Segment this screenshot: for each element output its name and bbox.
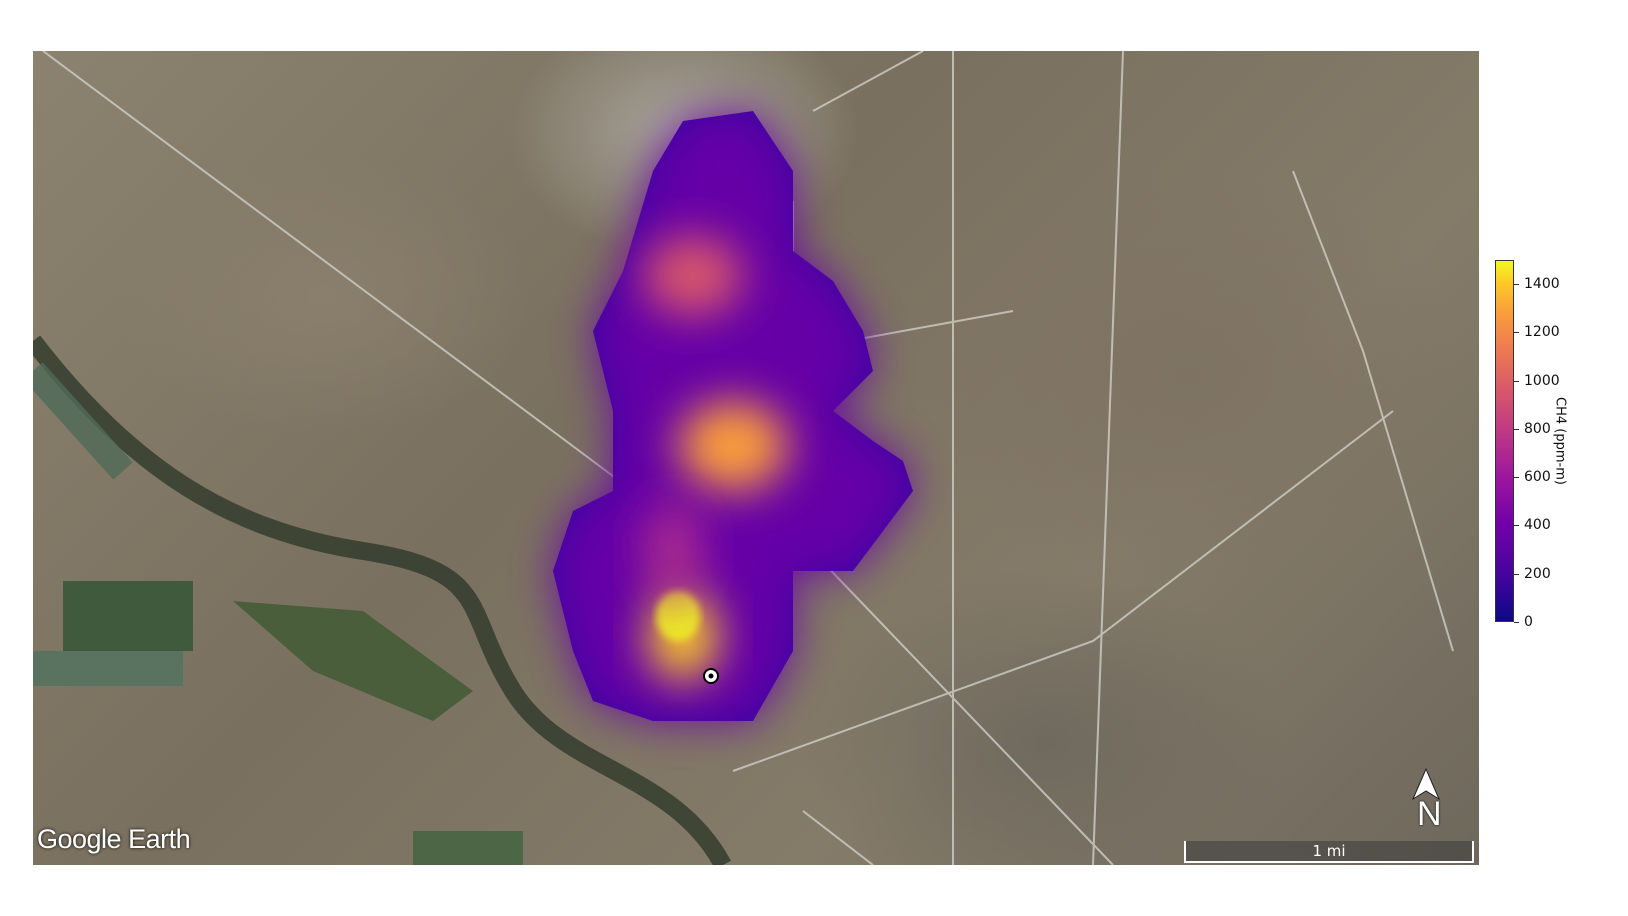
colorbar-tick-label: 1200 — [1524, 324, 1560, 341]
colorbar-tick — [1514, 380, 1519, 382]
colorbar — [1495, 260, 1514, 622]
north-label: N — [1417, 795, 1442, 833]
north-arrow: N — [1411, 767, 1451, 837]
colorbar-tick — [1514, 284, 1519, 286]
colorbar-tick-label: 0 — [1524, 614, 1533, 630]
colorbar-tick — [1514, 428, 1519, 430]
satellite-map[interactable]: Google Earth N 1 mi — [33, 51, 1479, 865]
colorbar-tick-label: 400 — [1524, 517, 1551, 534]
colorbar-tick-label: 600 — [1524, 469, 1551, 486]
colorbar-tick — [1514, 622, 1519, 623]
methane-plume — [553, 111, 913, 721]
scale-bar: 1 mi — [1184, 841, 1474, 863]
colorbar-tick — [1514, 573, 1519, 575]
north-arrow-icon — [1411, 767, 1441, 801]
colorbar-tick — [1514, 525, 1519, 527]
colorbar-tick — [1514, 477, 1519, 479]
google-earth-logo: Google Earth — [37, 824, 191, 854]
colorbar-label: CH4 (ppm-m) — [1552, 397, 1568, 485]
scale-bar-label: 1 mi — [1312, 842, 1346, 860]
farm-fields — [33, 581, 523, 865]
colorbar-tick-label: 800 — [1524, 420, 1551, 437]
colorbar-tick-label: 200 — [1524, 565, 1551, 582]
source-marker[interactable] — [703, 668, 719, 684]
colorbar-tick-label: 1000 — [1524, 372, 1560, 389]
river — [33, 335, 731, 865]
colorbar-tick — [1514, 332, 1519, 334]
colorbar-tick-label: 1400 — [1524, 276, 1560, 293]
map-overlay — [33, 51, 1454, 865]
